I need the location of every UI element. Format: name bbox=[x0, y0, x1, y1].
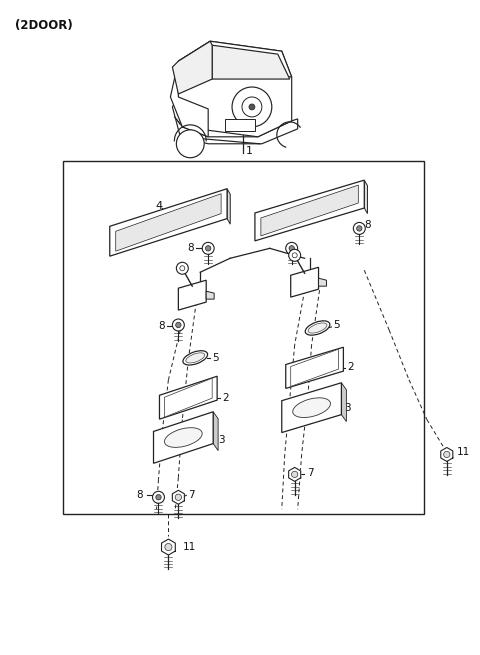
Polygon shape bbox=[213, 412, 218, 451]
Polygon shape bbox=[282, 383, 341, 432]
Text: 8: 8 bbox=[158, 321, 165, 331]
Text: 3: 3 bbox=[344, 403, 351, 413]
Circle shape bbox=[444, 451, 450, 458]
Circle shape bbox=[286, 242, 298, 254]
Circle shape bbox=[202, 242, 214, 254]
Text: (2DOOR): (2DOOR) bbox=[15, 19, 73, 32]
Circle shape bbox=[153, 491, 165, 503]
Polygon shape bbox=[172, 97, 298, 144]
Polygon shape bbox=[341, 383, 347, 422]
Text: 8: 8 bbox=[364, 221, 371, 231]
Ellipse shape bbox=[183, 350, 207, 365]
Circle shape bbox=[292, 253, 297, 258]
Circle shape bbox=[291, 471, 298, 477]
Circle shape bbox=[249, 104, 255, 110]
Text: 11: 11 bbox=[182, 542, 195, 552]
Polygon shape bbox=[172, 491, 184, 504]
Text: 7: 7 bbox=[307, 468, 313, 478]
Polygon shape bbox=[162, 539, 175, 555]
Polygon shape bbox=[159, 376, 217, 419]
Circle shape bbox=[289, 246, 294, 251]
Circle shape bbox=[288, 250, 300, 261]
Ellipse shape bbox=[186, 353, 204, 363]
Polygon shape bbox=[116, 194, 221, 252]
Text: 2: 2 bbox=[222, 393, 229, 403]
Text: 2: 2 bbox=[348, 362, 354, 372]
Circle shape bbox=[357, 226, 362, 231]
Text: 5: 5 bbox=[212, 353, 219, 363]
Polygon shape bbox=[212, 45, 290, 79]
Polygon shape bbox=[172, 41, 212, 94]
Polygon shape bbox=[261, 185, 358, 236]
Text: 5: 5 bbox=[334, 320, 340, 330]
Ellipse shape bbox=[293, 398, 330, 417]
Text: 7: 7 bbox=[188, 491, 195, 500]
Polygon shape bbox=[110, 189, 227, 256]
Circle shape bbox=[175, 494, 181, 500]
Polygon shape bbox=[291, 267, 319, 297]
Circle shape bbox=[205, 246, 211, 251]
Circle shape bbox=[176, 130, 204, 158]
Polygon shape bbox=[154, 412, 213, 463]
Polygon shape bbox=[179, 41, 292, 137]
Bar bbox=[225, 119, 255, 131]
Ellipse shape bbox=[305, 321, 330, 335]
Text: 8: 8 bbox=[137, 491, 143, 500]
Polygon shape bbox=[179, 41, 292, 77]
Text: 11: 11 bbox=[457, 447, 470, 457]
Polygon shape bbox=[291, 349, 338, 386]
Polygon shape bbox=[319, 278, 326, 286]
Circle shape bbox=[232, 87, 272, 127]
Ellipse shape bbox=[165, 428, 202, 447]
Polygon shape bbox=[165, 378, 212, 417]
Bar bbox=[63, 160, 424, 514]
Text: 3: 3 bbox=[218, 434, 225, 445]
Circle shape bbox=[156, 495, 161, 500]
Polygon shape bbox=[255, 180, 364, 241]
Ellipse shape bbox=[308, 323, 327, 333]
Polygon shape bbox=[179, 280, 206, 310]
Text: 1: 1 bbox=[246, 146, 253, 156]
Polygon shape bbox=[441, 447, 453, 461]
Circle shape bbox=[353, 223, 365, 234]
Polygon shape bbox=[227, 189, 230, 224]
Polygon shape bbox=[288, 468, 300, 481]
Circle shape bbox=[176, 262, 188, 274]
Circle shape bbox=[180, 266, 185, 271]
Circle shape bbox=[176, 322, 181, 328]
Text: 8: 8 bbox=[187, 244, 194, 253]
Circle shape bbox=[172, 319, 184, 331]
Circle shape bbox=[165, 544, 172, 551]
Text: 4: 4 bbox=[156, 200, 163, 210]
Polygon shape bbox=[286, 347, 343, 388]
Circle shape bbox=[242, 97, 262, 117]
Polygon shape bbox=[206, 291, 214, 299]
Polygon shape bbox=[170, 61, 208, 137]
Polygon shape bbox=[364, 180, 368, 214]
